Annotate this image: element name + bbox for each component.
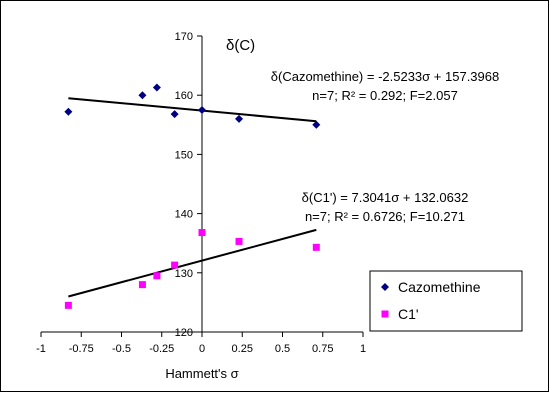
y-tick-label: 140 — [175, 209, 193, 221]
data-point-c1prime — [381, 310, 389, 318]
y-tick-label: 160 — [175, 90, 193, 102]
regression-equations: δ(Cazomethine) = -2.5233σ + 157.3968 n=7;… — [271, 69, 499, 224]
fit-lines — [68, 97, 317, 298]
axes: -1 -0.75 -0.5 -0.25 0 0.25 0.5 0.75 1 120 130 140 15… — [36, 31, 366, 355]
y-tick-label: 120 — [175, 327, 193, 339]
data-point-cazomethine — [64, 107, 73, 116]
chart-title: δ(C) — [226, 37, 255, 54]
data-point-c1prime — [64, 301, 72, 309]
data-point-cazomethine — [198, 106, 206, 114]
data-point-cazomethine — [138, 91, 147, 100]
x-tick-label: -0.25 — [149, 343, 174, 355]
legend-label: C1' — [398, 306, 419, 322]
x-axis-label: Hammett's σ — [165, 366, 238, 381]
data-point-c1prime — [138, 281, 146, 289]
trendline — [68, 228, 317, 298]
data-point-c1prime — [312, 243, 320, 251]
legend: Cazomethine C1' — [369, 270, 523, 332]
data-point-c1prime — [198, 229, 206, 237]
data-points — [64, 83, 321, 309]
data-point-c1prime — [153, 272, 161, 280]
x-tick-label: 0.25 — [232, 343, 253, 355]
x-tick-label: 1 — [360, 343, 366, 355]
x-tick-label: 0.5 — [275, 343, 290, 355]
legend-label: Cazomethine — [398, 279, 481, 295]
data-point-cazomethine — [170, 110, 179, 119]
data-point-c1prime — [171, 261, 179, 269]
x-tick-label: -0.5 — [112, 343, 131, 355]
data-point-cazomethine — [152, 83, 161, 92]
x-tick-label: 0 — [199, 343, 205, 355]
y-tick-label: 150 — [175, 149, 193, 161]
trendline — [68, 97, 317, 123]
x-tick-label: -0.75 — [69, 343, 94, 355]
regression-equation: δ(C1') = 7.3041σ + 132.0632 — [302, 190, 469, 205]
regression-equation: n=7; R² = 0.292; F=2.057 — [312, 88, 458, 103]
x-tick-label: 0.75 — [312, 343, 333, 355]
data-point-cazomethine — [312, 120, 321, 129]
data-point-cazomethine — [381, 283, 389, 291]
x-tick-label: -1 — [36, 343, 46, 355]
legend-box — [369, 270, 523, 332]
regression-equation: δ(Cazomethine) = -2.5233σ + 157.3968 — [271, 69, 499, 84]
y-tick-label: 130 — [175, 268, 193, 280]
regression-equation: n=7; R² = 0.6726; F=10.271 — [305, 209, 465, 224]
data-point-cazomethine — [235, 114, 244, 123]
data-point-c1prime — [235, 237, 243, 245]
y-tick-label: 170 — [175, 31, 193, 43]
